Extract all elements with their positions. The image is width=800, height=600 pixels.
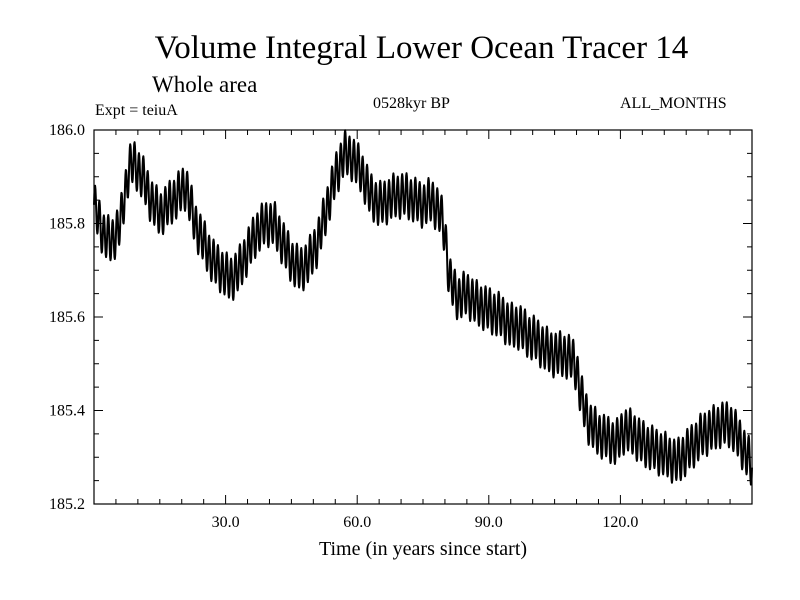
- period-label: 0528kyr BP: [373, 95, 450, 112]
- y-tick-label: 185.6: [49, 309, 85, 326]
- chart-title: Volume Integral Lower Ocean Tracer 14: [154, 30, 689, 66]
- y-tick-label: 185.8: [49, 216, 85, 233]
- y-axis-ticks: 185.2 185.4 185.6 185.8 186.0: [49, 122, 752, 513]
- y-tick-label: 186.0: [49, 122, 85, 139]
- y-tick-label: 185.4: [49, 403, 85, 420]
- y-tick-label: 185.2: [49, 496, 85, 513]
- experiment-label: Expt = teiuA: [95, 102, 178, 119]
- chart-subtitle: Whole area: [152, 72, 258, 97]
- x-axis-ticks: 30.0 60.0 90.0 120.0: [115, 130, 731, 531]
- x-tick-label: 30.0: [212, 514, 240, 531]
- series-line: [93, 129, 753, 486]
- series-layer: [93, 129, 753, 486]
- months-label: ALL_MONTHS: [620, 95, 727, 112]
- x-tick-label: 120.0: [602, 514, 638, 531]
- x-tick-label: 60.0: [343, 514, 371, 531]
- x-tick-label: 90.0: [475, 514, 503, 531]
- x-axis-label: Time (in years since start): [318, 538, 528, 560]
